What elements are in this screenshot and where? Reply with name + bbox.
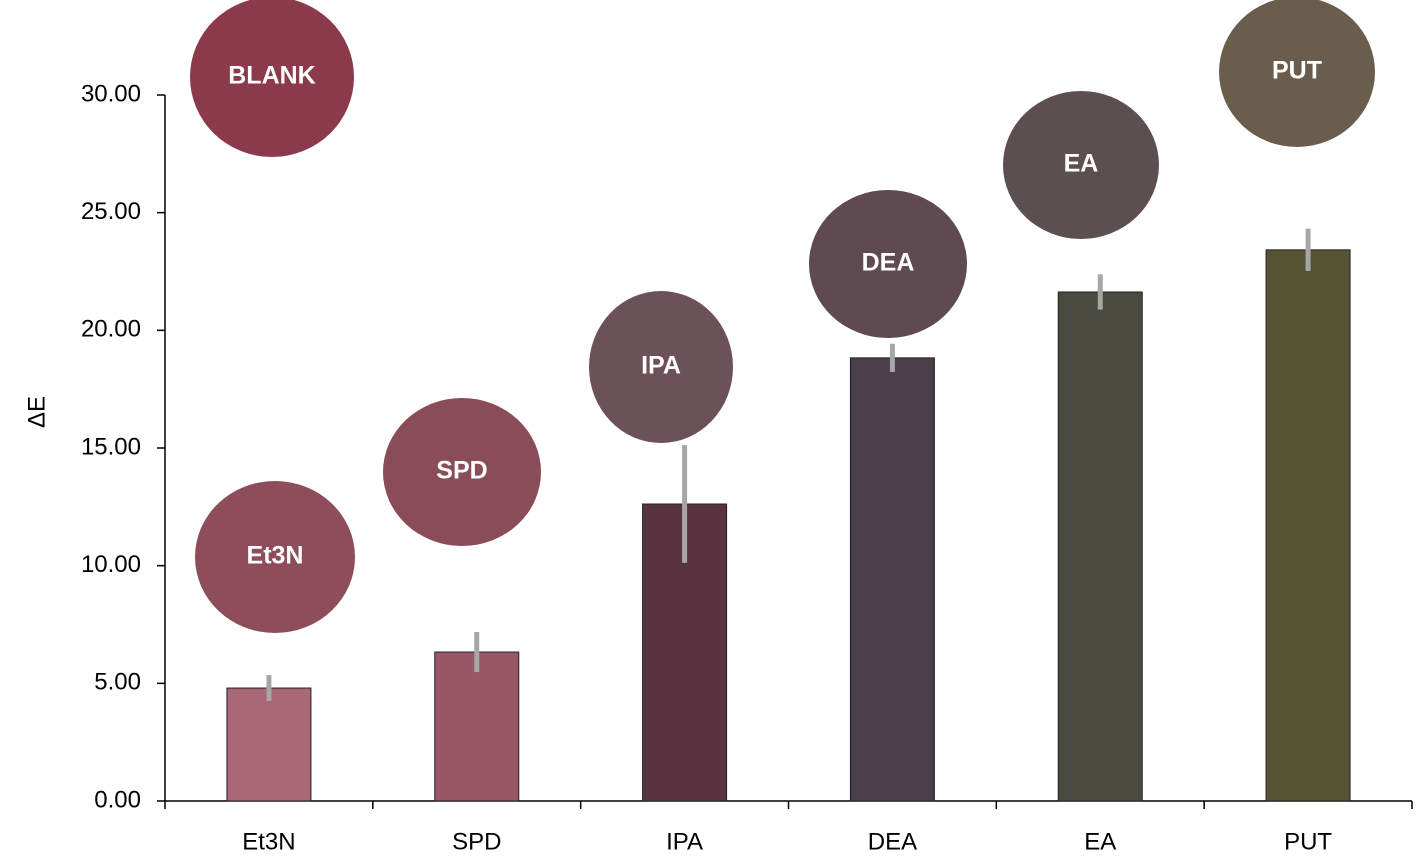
y-axis-label: ΔE <box>23 396 50 428</box>
bar <box>1057 291 1143 802</box>
y-tick-label: 25.00 <box>81 198 141 225</box>
y-tick-label: 0.00 <box>94 786 141 813</box>
x-tick-label: Et3N <box>242 828 295 855</box>
x-tick-label: IPA <box>666 828 703 855</box>
sample-disc <box>809 190 967 338</box>
bar <box>226 687 312 802</box>
disc-label: IPA <box>641 352 681 380</box>
y-tick-label: 20.00 <box>81 316 141 343</box>
disc-label: PUT <box>1272 57 1322 85</box>
bar <box>1265 249 1351 802</box>
disc-label: DEA <box>862 249 915 277</box>
y-tick-label: 15.00 <box>81 433 141 460</box>
disc-label: EA <box>1064 150 1099 178</box>
sample-disc <box>195 481 355 633</box>
bar <box>849 357 935 802</box>
sample-disc <box>1219 0 1375 147</box>
sample-disc <box>190 0 354 157</box>
disc-label: Et3N <box>247 542 304 570</box>
x-tick-label: PUT <box>1284 828 1332 855</box>
y-tick-label: 5.00 <box>94 669 141 696</box>
sample-disc <box>1003 91 1159 239</box>
sample-disc <box>383 398 541 546</box>
x-tick-label: DEA <box>868 828 917 855</box>
x-tick-label: EA <box>1084 828 1116 855</box>
x-tick-label: SPD <box>452 828 501 855</box>
y-tick-label: 30.00 <box>81 80 141 107</box>
bar <box>434 651 520 802</box>
sample-disc <box>589 291 733 443</box>
y-tick-label: 10.00 <box>81 551 141 578</box>
disc-label: SPD <box>436 457 487 485</box>
disc-label: BLANK <box>228 62 316 90</box>
